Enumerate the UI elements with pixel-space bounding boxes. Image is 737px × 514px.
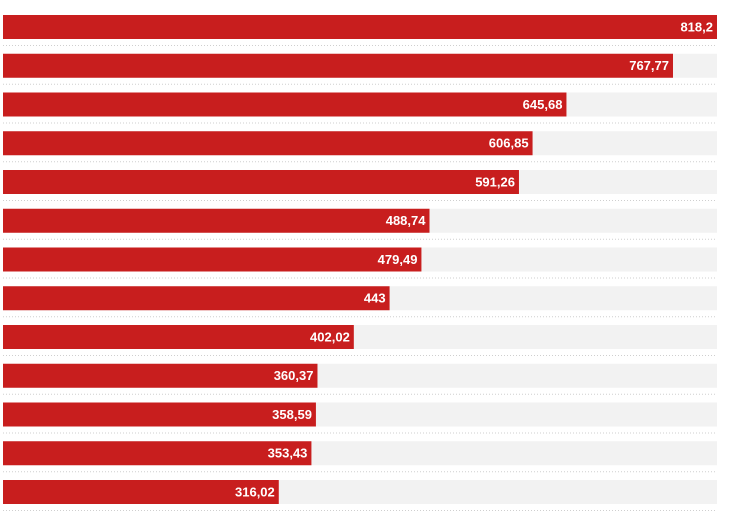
bar [3,363,318,388]
bar [3,325,354,349]
value-label: 443 [364,291,386,306]
value-label: 645,68 [523,97,563,112]
bar [3,15,717,39]
value-label: 358,59 [272,407,312,422]
value-label: 479,49 [378,252,418,267]
bar [3,402,316,427]
bar [3,480,279,504]
value-label: 360,37 [274,368,314,383]
value-label: 591,26 [475,174,515,189]
value-label: 402,02 [310,329,350,344]
bar [3,170,519,194]
value-label: 353,43 [268,446,308,461]
bar [3,92,567,117]
bar [3,286,390,311]
bar [3,53,673,78]
bar [3,208,430,233]
value-label: 606,85 [489,136,529,151]
value-label: 818,2 [680,19,713,34]
bar [3,441,312,466]
value-label: 316,02 [235,484,275,499]
bar [3,131,533,156]
value-label: 767,77 [629,58,669,73]
value-label: 488,74 [386,213,427,228]
bar [3,247,422,272]
